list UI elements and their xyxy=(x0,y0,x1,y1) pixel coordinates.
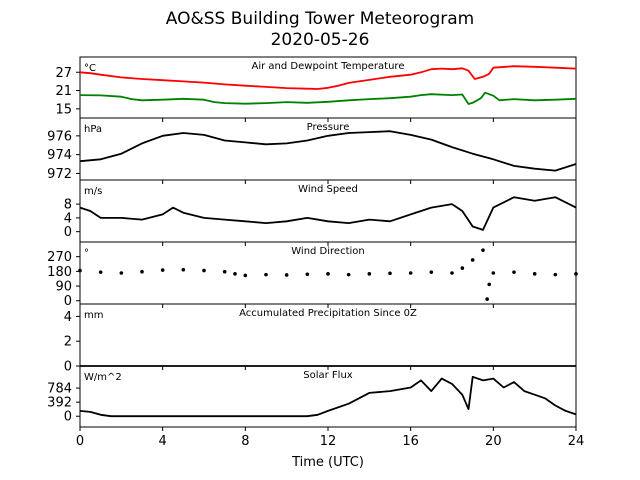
series-0-point xyxy=(243,273,248,278)
panel-1: Pressure hPa 972 974 976 xyxy=(47,117,577,184)
series-0-point xyxy=(222,269,227,274)
series-0-point xyxy=(367,272,372,276)
series-0-point xyxy=(326,272,330,276)
x-tick-label: 0 xyxy=(76,434,84,449)
panel-title: Pressure xyxy=(307,122,350,133)
series-0-point xyxy=(346,272,351,277)
y-tick-label: 15 xyxy=(55,102,72,117)
figure-subtitle: 2020-05-26 xyxy=(271,30,370,50)
y-tick-label: 90 xyxy=(55,280,72,295)
y-tick-label: 0 xyxy=(64,360,72,375)
series-0-point xyxy=(470,258,475,262)
series-0-line xyxy=(79,130,577,172)
series-0-point xyxy=(429,270,434,274)
panel-unit: W/m^2 xyxy=(84,372,122,383)
panel-unit: mm xyxy=(84,310,103,321)
panel-2: Wind Speed m/s 048 xyxy=(64,179,577,246)
panel-title: Solar Flux xyxy=(303,370,353,381)
series-0-point xyxy=(553,272,558,277)
panels-group: Air and Dewpoint Temperature °C 15 21 27 Pres… xyxy=(47,56,578,431)
series-0-point xyxy=(485,297,489,301)
x-tick-label: 8 xyxy=(241,434,249,449)
series-0-point xyxy=(140,269,144,274)
panel-unit: hPa xyxy=(84,124,102,135)
x-tick-label: 4 xyxy=(159,434,167,449)
series-0-line xyxy=(79,65,577,90)
series-0-line xyxy=(79,196,577,231)
series-0-point xyxy=(487,282,492,287)
series-0-point xyxy=(160,268,165,272)
series-0-point xyxy=(388,271,392,276)
y-tick-label: 392 xyxy=(47,396,72,411)
y-tick-label: 4 xyxy=(64,211,72,226)
y-tick-label: 27 xyxy=(55,66,72,81)
series-0-point xyxy=(491,271,496,275)
series-0-point xyxy=(574,272,578,276)
y-tick-label: 0 xyxy=(64,410,72,425)
y-tick-label: 8 xyxy=(64,198,72,213)
y-tick-label: 974 xyxy=(47,148,72,163)
y-tick-label: 180 xyxy=(47,265,72,280)
series-0-point xyxy=(532,272,537,276)
series-0-point xyxy=(181,267,186,272)
x-tick-label: 12 xyxy=(320,434,337,449)
x-tick-label: 16 xyxy=(402,434,419,449)
y-tick-label: 270 xyxy=(47,250,72,265)
x-tick-label: 20 xyxy=(485,434,502,449)
y-tick-label: 784 xyxy=(47,382,72,397)
series-0-point xyxy=(481,248,485,252)
panel-title: Air and Dewpoint Temperature xyxy=(252,61,405,72)
series-0-point xyxy=(460,266,465,270)
x-axis: 0 4 8 12 16 20 24 xyxy=(76,434,584,449)
y-tick-label: 21 xyxy=(55,84,72,99)
panel-unit: ° xyxy=(84,248,89,259)
series-0-point xyxy=(305,272,310,277)
panel-title: Wind Direction xyxy=(291,246,365,257)
y-tick-label: 2 xyxy=(64,335,72,350)
y-tick-label: 0 xyxy=(64,225,72,240)
figure-title: AO&SS Building Tower Meteorogram xyxy=(166,9,474,29)
panel-unit: m/s xyxy=(84,186,102,197)
series-0-point xyxy=(284,273,289,277)
y-tick-label: 0 xyxy=(64,294,72,309)
panel-4: Accumulated Precipitation Since 0Z mm 0 2 4 xyxy=(64,303,577,375)
series-1-line xyxy=(79,91,577,105)
series-0-point xyxy=(450,271,454,275)
panel-unit: °C xyxy=(84,63,96,74)
series-0-point xyxy=(119,271,124,275)
panel-title: Accumulated Precipitation Since 0Z xyxy=(239,308,417,319)
series-0-point xyxy=(512,270,516,274)
y-tick-label: 972 xyxy=(47,167,72,182)
series-0-point xyxy=(408,271,413,275)
series-0-point xyxy=(78,268,82,273)
series-0-point xyxy=(233,272,237,276)
x-axis-label: Time (UTC) xyxy=(291,455,364,470)
panel-0: Air and Dewpoint Temperature °C 15 21 27 xyxy=(55,56,577,122)
panel-title: Wind Speed xyxy=(298,184,358,195)
y-tick-label: 976 xyxy=(47,129,72,144)
series-0-point xyxy=(264,272,268,277)
y-tick-label: 4 xyxy=(64,310,72,325)
series-0-line xyxy=(79,375,577,418)
x-tick-label: 24 xyxy=(568,434,585,449)
series-0-point xyxy=(202,268,206,273)
series-0-point xyxy=(98,270,103,274)
